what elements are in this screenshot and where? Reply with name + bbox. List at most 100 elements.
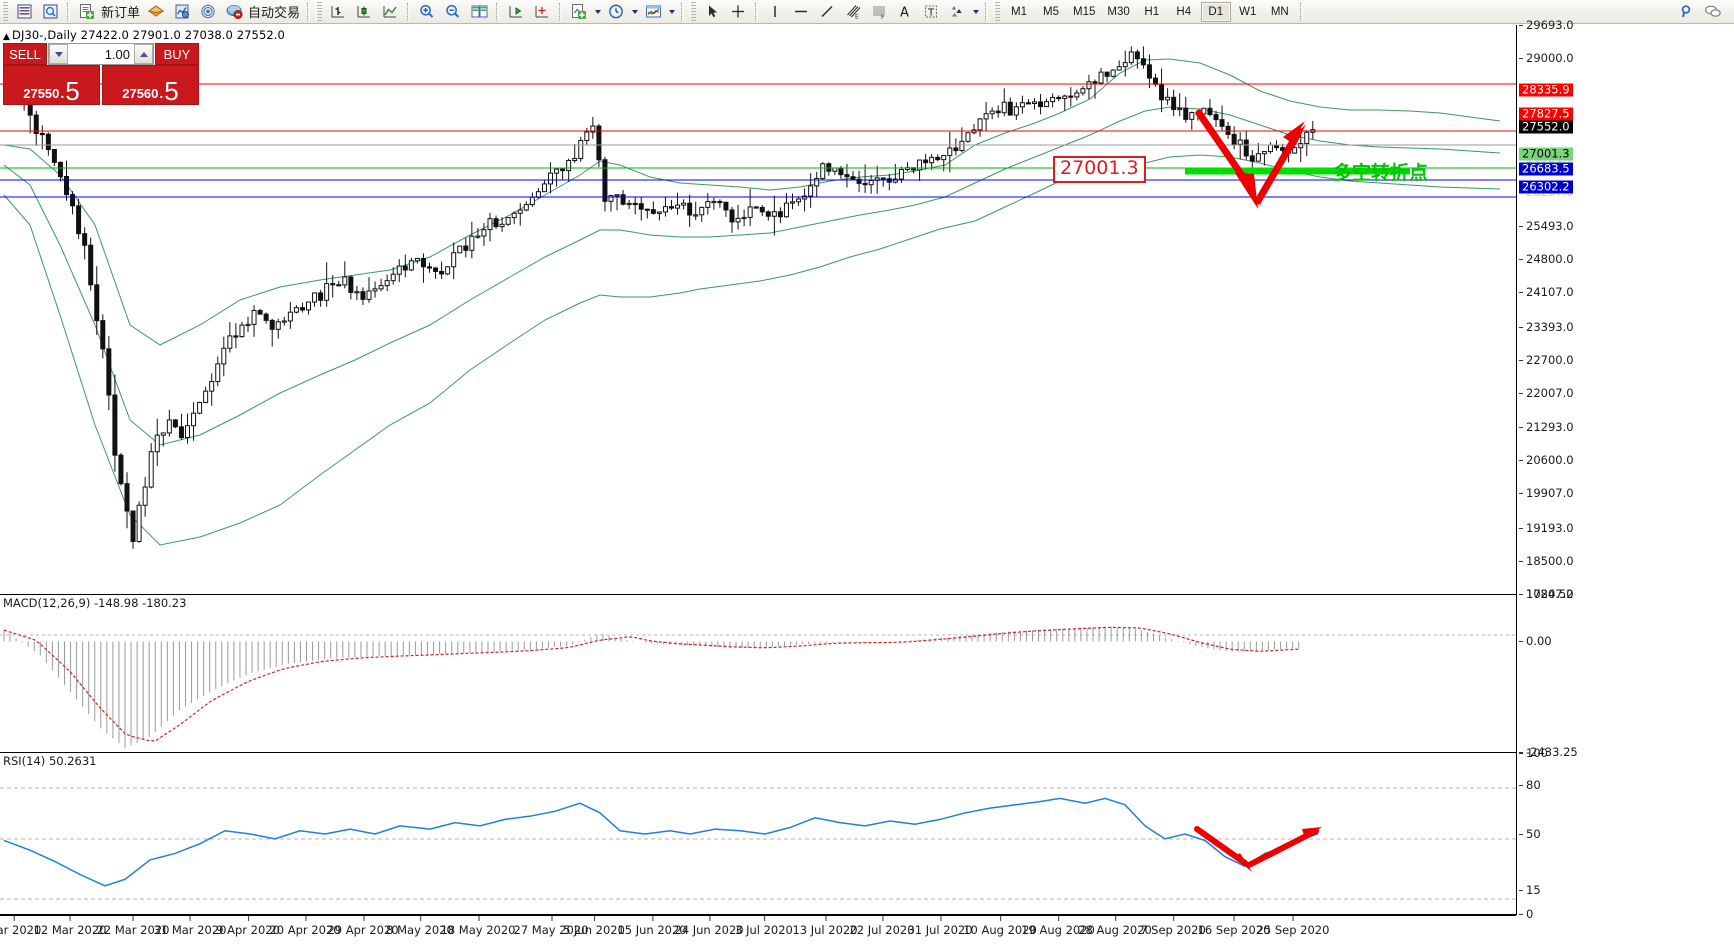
svg-text:T: T	[927, 8, 935, 19]
chart-shift-icon[interactable]	[503, 1, 529, 23]
up-arrow-object[interactable]	[1254, 121, 1306, 205]
buy-price-frac: 5	[164, 75, 179, 106]
price-level-badge[interactable]: 27827.5	[1519, 107, 1573, 121]
horizontal-line-icon[interactable]	[788, 1, 814, 23]
price-level-badge[interactable]: 26683.5	[1519, 162, 1573, 176]
rsi-down-arrow-object[interactable]	[1194, 826, 1252, 872]
tile-windows-icon[interactable]	[466, 1, 492, 23]
one-click-trade-panel[interactable]: SELL 1.00 BUY 27550 . 5 27560 . 5	[3, 43, 199, 105]
crosshair-icon[interactable]	[725, 1, 751, 23]
bar-chart-icon[interactable]	[325, 1, 351, 23]
rsi-pane[interactable]: RSI(14) 50.2631	[0, 752, 1516, 915]
price-axis-tick: 22700.0	[1519, 352, 1574, 367]
period-dropdown-icon[interactable]	[629, 2, 640, 22]
toolbar-separator-3	[407, 2, 411, 21]
timeframe-h1[interactable]: H1	[1144, 5, 1160, 18]
indicators-icon[interactable]	[169, 1, 195, 23]
toolbar-separator-6	[681, 2, 685, 21]
auto-trading-icon[interactable]	[221, 1, 247, 23]
symbol-header-text: DJ30-,Daily 27422.0 27901.0 27038.0 2755…	[12, 28, 285, 42]
price-level-badge[interactable]: 27001.3	[1519, 147, 1573, 161]
candle-chart-icon[interactable]	[351, 1, 377, 23]
signals-icon[interactable]	[195, 1, 221, 23]
timeframe-mn[interactable]: MN	[1270, 5, 1289, 18]
add-indicator-dropdown-icon[interactable]	[592, 2, 603, 22]
toolbar-grip[interactable]	[2, 2, 8, 21]
market-watch-icon[interactable]	[11, 1, 37, 23]
new-order-label[interactable]: 新订单	[101, 6, 141, 21]
date-axis-tick: 19 Aug 2020	[1021, 916, 1095, 937]
chart-area[interactable]: 27001.3 多空转折点 MACD(12,26,9) -148.98 -180…	[0, 18, 1734, 945]
value-axis[interactable]: 29693.029000.028307.027614.026921.026207…	[1516, 18, 1734, 921]
price-axis-tick: 29000.0	[1519, 51, 1574, 66]
sell-price-button[interactable]: 27550 . 5	[3, 65, 100, 105]
shapes-dropdown-icon[interactable]	[970, 2, 981, 22]
toolbar-grip-3[interactable]	[690, 2, 697, 21]
toolbar-grip-4[interactable]	[994, 2, 1001, 21]
price-level-badge[interactable]: 28335.9	[1519, 83, 1573, 97]
timeframe-m1[interactable]: M1	[1011, 5, 1028, 18]
price-level-badge[interactable]: 26302.2	[1519, 180, 1573, 194]
volume-input[interactable]: 1.00	[104, 46, 130, 62]
timeframe-m5[interactable]: M5	[1043, 5, 1060, 18]
vertical-line-icon[interactable]	[762, 1, 788, 23]
trade-panel-top-row: SELL 1.00 BUY	[3, 43, 199, 65]
auto-trading-label[interactable]: 自动交易	[248, 6, 301, 21]
text-label-icon[interactable]: T	[918, 1, 944, 23]
buy-price-dot: .	[159, 85, 164, 101]
timeframe-d1[interactable]: D1	[1200, 1, 1231, 22]
search-icon[interactable]	[1674, 1, 1700, 23]
symbol-collapse-icon[interactable]: ▲	[3, 32, 11, 42]
templates-dropdown-icon[interactable]	[666, 2, 677, 22]
sell-price-dot: .	[60, 85, 65, 101]
date-axis-tick: 22 Jul 2020	[849, 916, 915, 937]
expert-advisors-icon[interactable]	[143, 1, 169, 23]
chat-icon[interactable]	[1700, 1, 1726, 23]
fibonacci-icon[interactable]: F	[866, 1, 892, 23]
price-level-badge[interactable]: 27552.0	[1519, 120, 1573, 134]
date-axis-tick: 27 May 2020	[513, 916, 589, 937]
macd-histogram	[3, 626, 1300, 749]
price-axis-tick: 18500.0	[1519, 553, 1574, 568]
rsi-axis-tick: 50	[1519, 826, 1541, 841]
equidistant-channel-icon[interactable]: E	[840, 1, 866, 23]
buy-price-button[interactable]: 27560 . 5	[102, 65, 199, 105]
shapes-icon[interactable]	[944, 1, 970, 23]
price-note-box[interactable]: 27001.3	[1053, 156, 1146, 183]
date-axis-tick: 28 Aug 2020	[1078, 916, 1152, 937]
timeframe-h4[interactable]: H4	[1176, 5, 1192, 18]
cursor-icon[interactable]	[699, 1, 725, 23]
templates-icon[interactable]	[640, 1, 666, 23]
add-indicator-icon[interactable]	[566, 1, 592, 23]
timeframe-m30[interactable]: M30	[1107, 5, 1130, 18]
timeframe-w1[interactable]: W1	[1239, 5, 1257, 18]
zoom-out-icon[interactable]	[440, 1, 466, 23]
trendline-icon[interactable]	[814, 1, 840, 23]
macd-pane[interactable]: MACD(12,26,9) -148.98 -180.23	[0, 594, 1516, 752]
price-pane[interactable]: 27001.3 多空转折点	[0, 25, 1516, 594]
price-axis-tick: 29693.0	[1519, 18, 1574, 32]
sell-price-big: 27550	[23, 86, 60, 101]
macd-axis-tick: 0.00	[1519, 633, 1552, 648]
data-window-icon[interactable]	[37, 1, 63, 23]
main-toolbar: 新订单 自动交易	[0, 0, 1734, 24]
timeframe-m15[interactable]: M15	[1073, 5, 1096, 18]
turning-point-note[interactable]: 多空转折点	[1333, 162, 1429, 184]
new-order-icon[interactable]	[74, 1, 100, 23]
price-axis-tick: 20600.0	[1519, 453, 1574, 468]
buy-button[interactable]: BUY	[155, 43, 199, 65]
down-arrow-object[interactable]	[1195, 109, 1262, 209]
sell-button[interactable]: SELL	[3, 43, 47, 65]
toolbar-grip-2[interactable]	[316, 2, 323, 21]
volume-stepper[interactable]: 1.00	[48, 43, 154, 65]
volume-decrement-button[interactable]	[49, 44, 68, 64]
text-icon[interactable]: A	[892, 1, 918, 23]
period-clock-icon[interactable]	[603, 1, 629, 23]
date-axis-tick: 8 May 2020	[386, 916, 454, 937]
volume-increment-button[interactable]	[134, 44, 153, 64]
zoom-in-icon[interactable]	[414, 1, 440, 23]
rsi-up-arrow-object[interactable]	[1246, 827, 1322, 868]
line-chart-icon[interactable]	[377, 1, 403, 23]
auto-scroll-icon[interactable]	[529, 1, 555, 23]
